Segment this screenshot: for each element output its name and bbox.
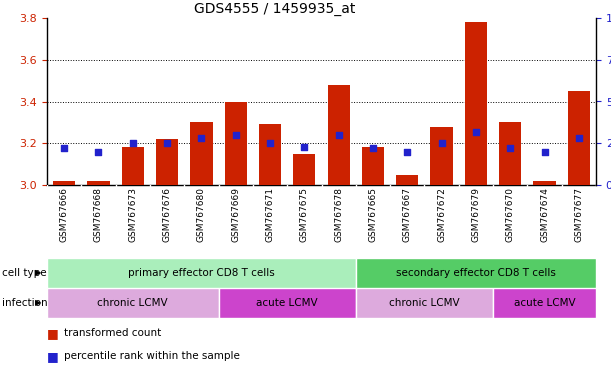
Bar: [190, 122, 213, 185]
Text: chronic LCMV: chronic LCMV: [98, 298, 168, 308]
Point: [128, 140, 137, 146]
Text: GSM767677: GSM767677: [574, 187, 584, 242]
Bar: [219, 288, 356, 318]
Text: ■: ■: [47, 350, 59, 363]
Point: [403, 149, 412, 155]
Bar: [465, 22, 487, 185]
Text: GSM767669: GSM767669: [231, 187, 240, 242]
Bar: [568, 91, 590, 185]
Text: ▶: ▶: [35, 268, 41, 278]
Text: acute LCMV: acute LCMV: [257, 298, 318, 308]
Text: secondary effector CD8 T cells: secondary effector CD8 T cells: [396, 268, 556, 278]
Text: cell type: cell type: [2, 268, 46, 278]
Bar: [225, 101, 247, 185]
Bar: [493, 288, 596, 318]
Point: [574, 135, 584, 141]
Point: [93, 149, 103, 155]
Text: GSM767679: GSM767679: [472, 187, 480, 242]
Point: [471, 129, 481, 135]
Text: GSM767670: GSM767670: [506, 187, 514, 242]
Text: GSM767671: GSM767671: [266, 187, 274, 242]
Bar: [47, 288, 219, 318]
Point: [437, 140, 447, 146]
Text: percentile rank within the sample: percentile rank within the sample: [64, 351, 240, 361]
Text: GSM767676: GSM767676: [163, 187, 172, 242]
Text: GSM767672: GSM767672: [437, 187, 446, 242]
Point: [162, 140, 172, 146]
Text: GSM767665: GSM767665: [368, 187, 378, 242]
Text: GSM767668: GSM767668: [94, 187, 103, 242]
Text: GDS4555 / 1459935_at: GDS4555 / 1459935_at: [194, 2, 356, 16]
Bar: [362, 147, 384, 185]
Text: ■: ■: [47, 327, 59, 340]
Text: acute LCMV: acute LCMV: [514, 298, 576, 308]
Bar: [293, 154, 315, 185]
Text: primary effector CD8 T cells: primary effector CD8 T cells: [128, 268, 275, 278]
Bar: [356, 258, 596, 288]
Bar: [259, 124, 281, 185]
Bar: [53, 181, 75, 185]
Text: chronic LCMV: chronic LCMV: [389, 298, 459, 308]
Bar: [430, 127, 453, 185]
Bar: [156, 139, 178, 185]
Text: GSM767678: GSM767678: [334, 187, 343, 242]
Point: [505, 145, 515, 151]
Point: [299, 144, 309, 150]
Text: GSM767674: GSM767674: [540, 187, 549, 242]
Text: transformed count: transformed count: [64, 328, 161, 338]
Bar: [396, 175, 419, 185]
Text: ▶: ▶: [35, 298, 41, 308]
Text: infection: infection: [2, 298, 48, 308]
Point: [197, 135, 207, 141]
Text: GSM767667: GSM767667: [403, 187, 412, 242]
Bar: [47, 258, 356, 288]
Bar: [499, 122, 521, 185]
Bar: [122, 147, 144, 185]
Point: [334, 132, 343, 138]
Text: GSM767675: GSM767675: [300, 187, 309, 242]
Bar: [327, 85, 350, 185]
Bar: [356, 288, 493, 318]
Point: [231, 132, 241, 138]
Text: GSM767673: GSM767673: [128, 187, 137, 242]
Text: GSM767680: GSM767680: [197, 187, 206, 242]
Bar: [533, 181, 555, 185]
Point: [540, 149, 549, 155]
Point: [265, 140, 275, 146]
Text: GSM767666: GSM767666: [60, 187, 68, 242]
Point: [368, 145, 378, 151]
Bar: [87, 181, 109, 185]
Point: [59, 145, 69, 151]
